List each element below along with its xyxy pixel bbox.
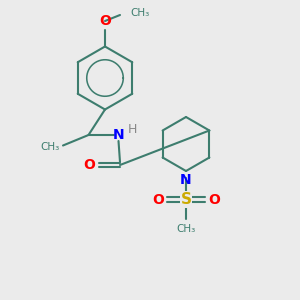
Text: H: H <box>128 123 137 136</box>
Text: O: O <box>83 158 95 172</box>
Text: CH₃: CH₃ <box>40 142 59 152</box>
Text: O: O <box>208 193 220 206</box>
Text: O: O <box>152 193 164 206</box>
Text: S: S <box>181 192 191 207</box>
Text: CH₃: CH₃ <box>130 8 150 18</box>
Text: N: N <box>180 173 192 188</box>
Text: CH₃: CH₃ <box>176 224 196 233</box>
Text: O: O <box>99 14 111 28</box>
Text: N: N <box>113 128 124 142</box>
